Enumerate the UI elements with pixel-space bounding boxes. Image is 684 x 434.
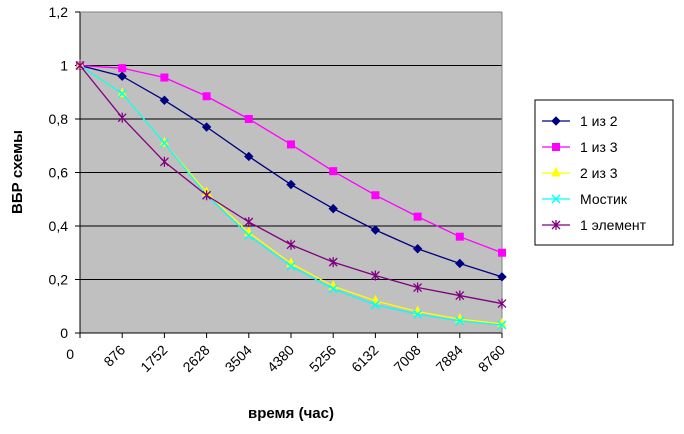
data-point [202,190,212,201]
data-point [75,60,85,71]
y-tick-labels: 0 0,2 0,4 0,6 0,8 1 1,2 [49,4,69,341]
x-tick-labels: 0 876 1752 2628 3504 4380 5256 6132 7008 7884 8760 [66,342,508,375]
x-tick-label: 1752 [137,342,170,375]
data-point [159,138,169,148]
data-point [286,179,296,190]
data-point [202,92,211,101]
legend-item: 1 из 3 [542,139,618,155]
data-point [328,203,338,214]
data-point [552,143,560,151]
data-point [329,167,338,176]
data-point [497,272,507,282]
legend-label: Мостик [580,191,628,207]
data-point [455,316,465,326]
data-point [455,290,465,301]
y-tick-label: 0 [60,325,68,341]
series-group [75,59,507,330]
data-point [328,257,338,268]
data-point [497,298,507,309]
legend-label: 1 элемент [580,217,647,233]
legend-label: 1 из 2 [580,113,618,129]
legend-item: 1 элемент [542,217,647,233]
x-tick-label: 4380 [264,342,297,375]
data-point [551,194,561,204]
data-point [413,212,422,221]
data-point [117,112,127,123]
data-point [244,115,253,123]
data-point [117,89,127,99]
x-tick-label: 876 [100,342,128,370]
x-tick-label: 7008 [390,342,423,375]
y-tick-label: 0,2 [49,272,69,288]
x-tick-label: 7884 [433,342,466,375]
x-tick-label: 2628 [179,342,212,375]
data-point [551,220,561,230]
data-point [244,230,254,240]
y-tick-label: 1,2 [49,4,69,20]
data-point [117,71,127,81]
y-tick-label: 1 [60,58,68,74]
y-tick-label: 0,4 [49,218,69,234]
y-axis-title: ВБР схемы [9,130,26,214]
x-axis-title: время (час) [248,405,334,422]
y-tick-label: 0,6 [49,165,69,181]
data-point [159,95,170,105]
data-point [370,225,381,235]
legend-item: 1 из 2 [542,113,618,129]
data-point [370,270,380,281]
data-point [118,64,127,73]
data-point [413,309,423,319]
data-point [412,244,423,254]
data-point [160,73,169,82]
data-point [498,248,506,257]
legend-label: 1 из 3 [580,139,618,155]
data-point [328,284,338,294]
data-point [551,166,561,177]
x-tick-label: 5256 [306,342,339,375]
data-point [497,320,507,330]
data-point [287,140,295,149]
series-1 из 2 [75,60,507,282]
legend-item: Мостик [542,191,628,207]
data-point [413,282,423,293]
x-tick-label: 6132 [348,342,381,375]
data-point [286,239,296,250]
y-tick-label: 0,8 [49,111,69,127]
x-tick-label: 8760 [475,342,508,375]
data-point [455,258,465,269]
series-1 из 3 [76,61,506,257]
legend-label: 2 из 3 [580,165,618,181]
series-1 элемент [75,60,507,309]
data-point [244,151,254,162]
data-point [244,216,254,227]
data-point [551,116,561,126]
data-point [371,191,380,200]
legend: 1 из 2 1 из 3 2 из 3 Мостик 1 элемент [534,99,674,246]
data-point [201,122,212,132]
data-point [159,156,169,167]
series-Мостик [75,60,507,330]
data-point [286,261,296,271]
x-tick-label: 3504 [222,342,255,375]
data-point [370,300,380,310]
data-point [455,232,464,241]
x-tick-label: 0 [66,346,74,362]
legend-item: 2 из 3 [542,165,618,181]
